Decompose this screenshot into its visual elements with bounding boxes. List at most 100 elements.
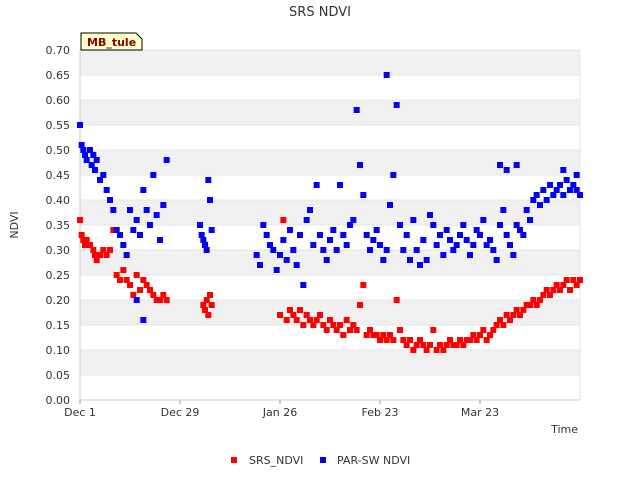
srs-ndvi-point: [200, 302, 207, 308]
y-tick-label: 0.00: [46, 394, 71, 407]
srs-ndvi-point: [207, 292, 213, 298]
par-sw-ndvi-point: [540, 187, 547, 193]
par-sw-ndvi-point: [337, 182, 343, 188]
srs-ndvi-point: [497, 317, 503, 323]
srs-ndvi-point: [527, 302, 533, 308]
srs-ndvi-point: [453, 342, 460, 348]
par-sw-ndvi-point: [150, 172, 157, 178]
par-sw-ndvi-point: [157, 237, 163, 243]
srs-ndvi-point: [130, 292, 137, 298]
par-sw-ndvi-point: [353, 107, 360, 113]
par-sw-ndvi-point: [397, 222, 403, 228]
par-sw-ndvi-point: [543, 197, 550, 203]
legend: SRS_NDVI PAR-SW NDVI: [231, 454, 410, 467]
par-sw-ndvi-point: [347, 222, 353, 228]
par-sw-ndvi-point: [517, 227, 523, 233]
srs-ndvi-point: [202, 307, 208, 313]
y-tick-label: 0.25: [46, 269, 71, 282]
srs-ndvi-point: [380, 332, 387, 338]
plot-band: [80, 150, 580, 175]
par-sw-ndvi-point: [423, 257, 430, 263]
srs-ndvi-point: [77, 217, 83, 223]
par-sw-ndvi-point: [367, 247, 373, 253]
srs-ndvi-point: [333, 327, 340, 333]
par-sw-ndvi-point: [333, 247, 340, 253]
srs-ndvi-point: [127, 282, 133, 288]
srs-ndvi-point: [157, 297, 163, 303]
par-sw-ndvi-point: [570, 182, 577, 188]
par-sw-ndvi-point: [83, 157, 90, 163]
par-sw-ndvi-point: [202, 242, 208, 248]
srs-ndvi-point: [483, 337, 490, 343]
srs-ndvi-point: [450, 342, 457, 348]
par-sw-ndvi-point: [283, 257, 290, 263]
par-sw-ndvi-point: [330, 227, 337, 233]
par-sw-ndvi-point: [457, 232, 463, 238]
par-sw-ndvi-point: [300, 282, 307, 288]
srs-ndvi-point: [420, 342, 427, 348]
par-sw-ndvi-point: [270, 247, 277, 253]
par-sw-ndvi-point: [323, 257, 330, 263]
srs-ndvi-point: [447, 337, 453, 343]
srs-ndvi-point: [283, 317, 290, 323]
srs-ndvi-point: [493, 322, 500, 328]
par-sw-ndvi-point: [560, 192, 567, 198]
par-sw-ndvi-point: [208, 227, 215, 233]
par-sw-ndvi-point: [413, 247, 420, 253]
y-tick-label: 0.50: [46, 144, 71, 157]
srs-ndvi-point: [533, 302, 540, 308]
srs-ndvi-point: [560, 282, 567, 288]
par-sw-ndvi-point: [420, 237, 427, 243]
y-tick-label: 0.35: [46, 219, 71, 232]
site-label-box: MB_tule: [80, 32, 143, 51]
srs-ndvi-point: [363, 332, 370, 338]
srs-ndvi-point: [290, 312, 297, 318]
srs-ndvi-point: [460, 342, 467, 348]
par-sw-ndvi-point: [117, 232, 123, 238]
srs-ndvi-point: [110, 227, 117, 233]
srs-ndvi-point: [503, 312, 510, 318]
par-sw-ndvi-point: [430, 222, 437, 228]
srs-ndvi-point: [427, 342, 433, 348]
par-sw-ndvi-point: [137, 232, 143, 238]
par-sw-ndvi-point: [500, 207, 507, 213]
srs-ndvi-point: [357, 302, 363, 308]
x-tick-label: Dec 1: [64, 406, 96, 419]
y-tick-label: 0.65: [46, 69, 71, 82]
par-sw-ndvi-point: [123, 252, 130, 258]
legend-swatch-srs: [231, 457, 237, 463]
srs-ndvi-point: [300, 322, 307, 328]
srs-ndvi-point: [80, 237, 87, 243]
par-sw-ndvi-point: [507, 242, 513, 248]
y-tick-label: 0.30: [46, 244, 71, 257]
par-sw-ndvi-point: [260, 222, 267, 228]
par-sw-ndvi-point: [205, 177, 212, 183]
par-sw-ndvi-point: [127, 207, 133, 213]
srs-ndvi-point: [520, 307, 527, 313]
y-tick-label: 0.60: [46, 94, 71, 107]
par-sw-ndvi-point: [550, 192, 557, 198]
srs-ndvi-point: [393, 297, 400, 303]
par-sw-ndvi-point: [450, 247, 457, 253]
par-sw-ndvi-point: [563, 177, 570, 183]
par-sw-ndvi-point: [490, 247, 497, 253]
srs-ndvi-point: [510, 312, 517, 318]
srs-ndvi-point: [343, 317, 350, 323]
srs-ndvi-point: [280, 217, 287, 223]
par-sw-ndvi-point: [497, 222, 503, 228]
par-sw-ndvi-point: [370, 237, 377, 243]
par-sw-ndvi-point: [303, 217, 310, 223]
chart-title: SRS NDVI: [289, 5, 351, 20]
srs-ndvi-point: [490, 327, 497, 333]
par-sw-ndvi-point: [343, 242, 350, 248]
x-tick-label: Feb 23: [362, 406, 399, 419]
srs-ndvi-point: [567, 287, 573, 293]
par-sw-ndvi-point: [440, 252, 447, 258]
y-tick-label: 0.05: [46, 369, 71, 382]
par-sw-ndvi-point: [140, 187, 147, 193]
par-sw-ndvi-point: [400, 247, 407, 253]
par-sw-ndvi-point: [78, 142, 85, 148]
par-sw-ndvi-point: [327, 237, 333, 243]
par-sw-ndvi-point: [487, 237, 493, 243]
srs-ndvi-point: [137, 287, 143, 293]
